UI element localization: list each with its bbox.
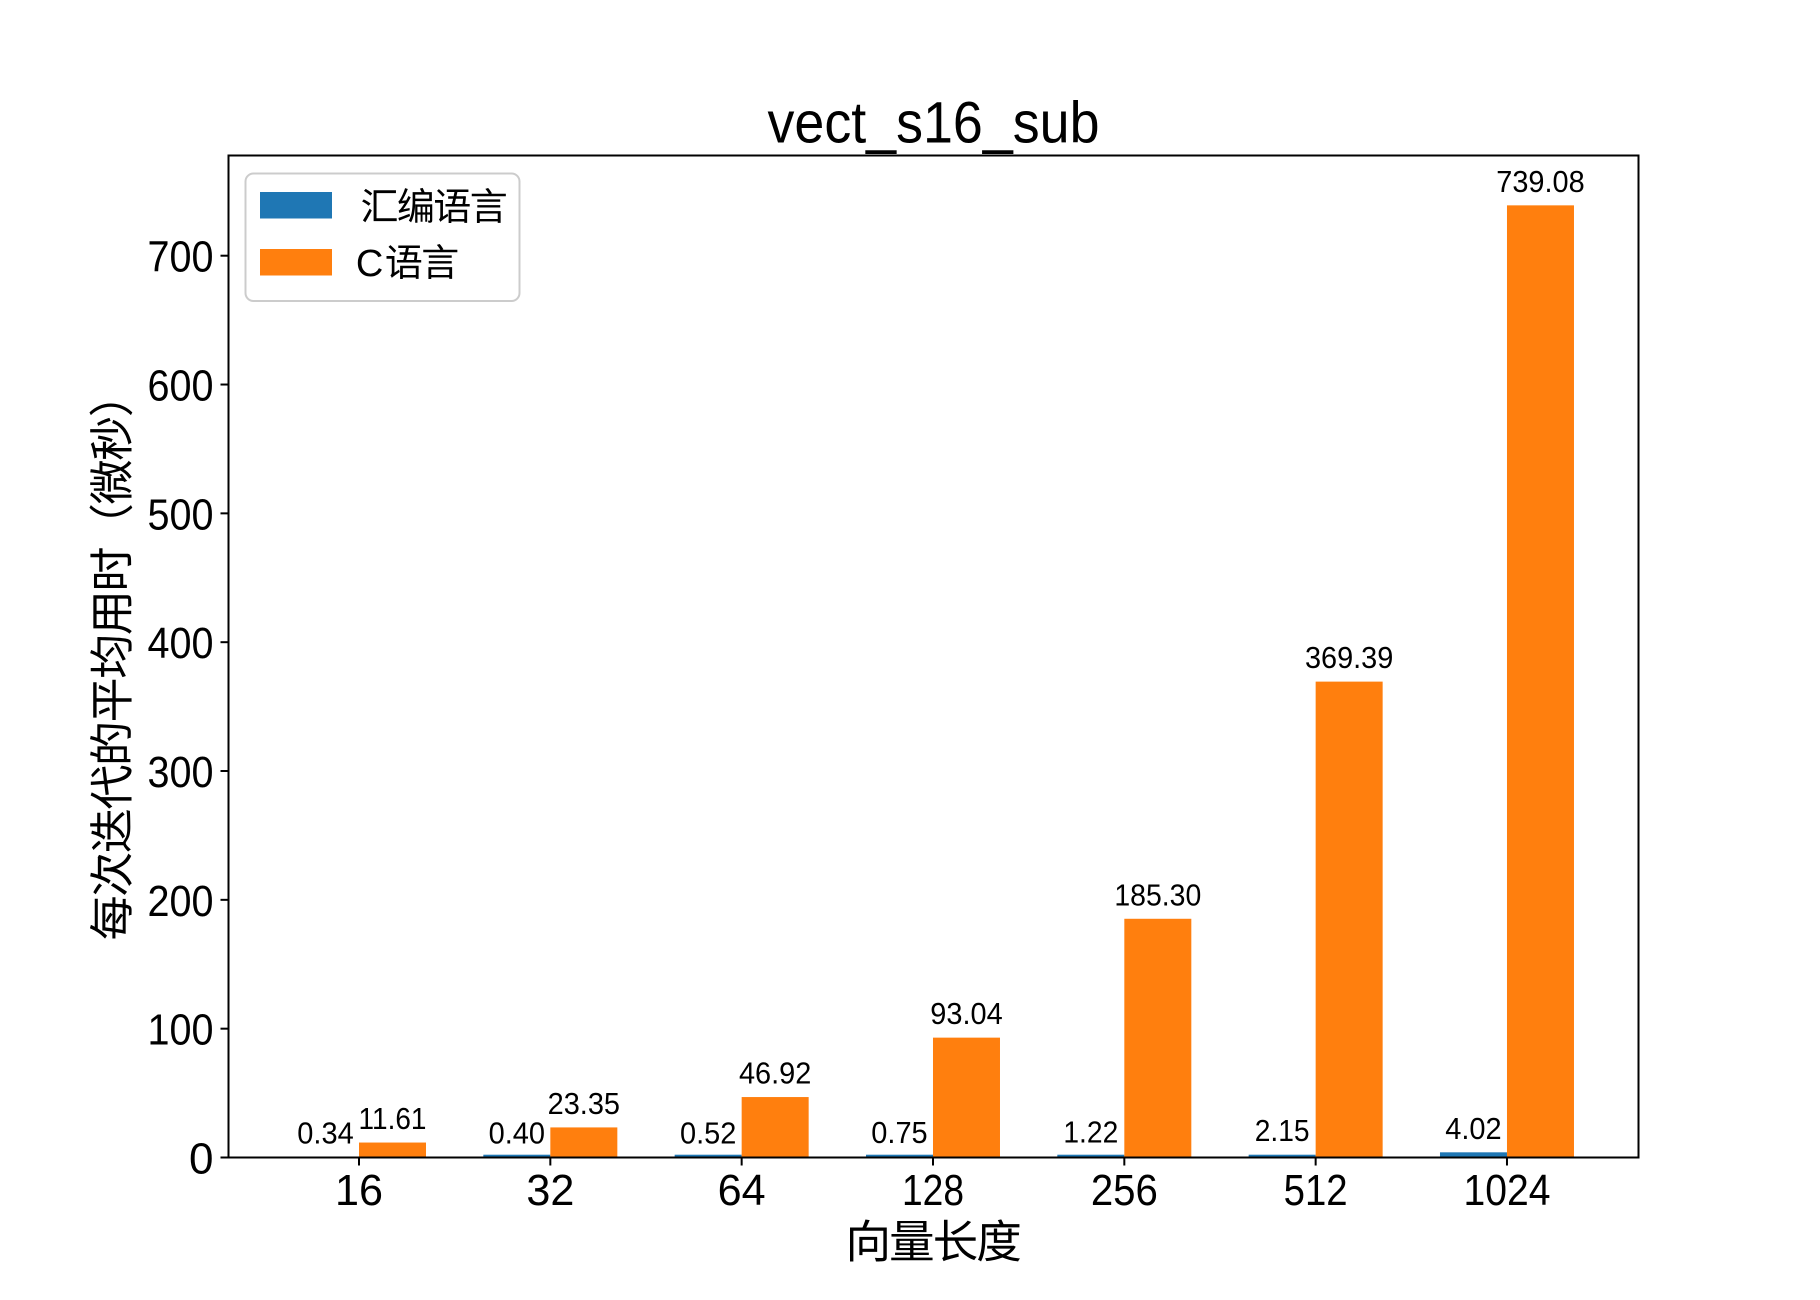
svg-text:256: 256 [1091, 1166, 1158, 1215]
svg-text:vect_s16_sub: vect_s16_sub [768, 91, 1100, 156]
svg-text:128: 128 [902, 1166, 964, 1215]
svg-text:0.40: 0.40 [489, 1115, 545, 1150]
svg-text:32: 32 [526, 1166, 574, 1215]
svg-text:C: C [356, 243, 383, 285]
svg-text:369.39: 369.39 [1305, 640, 1393, 675]
svg-text:600: 600 [148, 362, 214, 411]
svg-text:93.04: 93.04 [930, 996, 1002, 1031]
svg-text:300: 300 [148, 748, 214, 797]
svg-text:0: 0 [189, 1135, 213, 1184]
svg-text:0.52: 0.52 [680, 1115, 736, 1150]
svg-text:11.61: 11.61 [359, 1101, 427, 1136]
svg-text:64: 64 [718, 1166, 766, 1215]
svg-text:100: 100 [148, 1006, 214, 1055]
svg-text:4.02: 4.02 [1445, 1111, 1501, 1146]
svg-text:46.92: 46.92 [739, 1056, 811, 1091]
svg-text:1024: 1024 [1463, 1166, 1550, 1215]
svg-text:500: 500 [148, 490, 214, 539]
svg-text:2.15: 2.15 [1255, 1113, 1310, 1148]
svg-text:1.22: 1.22 [1063, 1114, 1118, 1149]
svg-text:185.30: 185.30 [1114, 877, 1201, 912]
svg-text:23.35: 23.35 [548, 1086, 620, 1121]
svg-text:200: 200 [148, 877, 214, 926]
svg-text:16: 16 [335, 1166, 383, 1215]
svg-text:0.34: 0.34 [297, 1116, 353, 1151]
svg-text:400: 400 [148, 619, 214, 668]
svg-text:512: 512 [1284, 1166, 1348, 1215]
svg-text:700: 700 [148, 233, 214, 282]
svg-text:0.75: 0.75 [871, 1115, 927, 1150]
svg-text:739.08: 739.08 [1496, 164, 1584, 199]
